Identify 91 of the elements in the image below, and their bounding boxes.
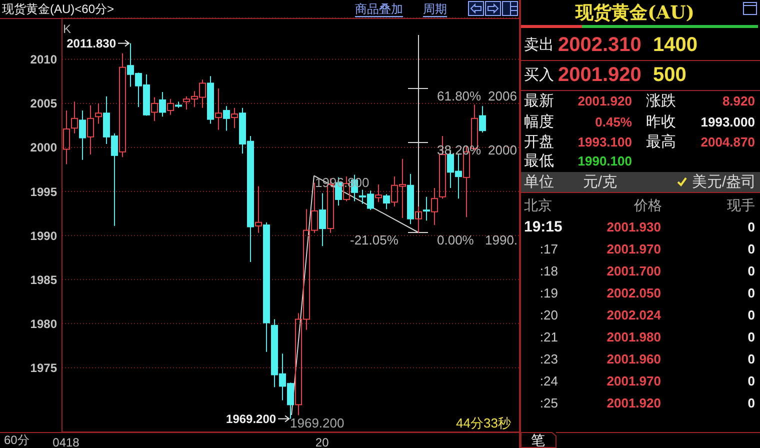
text: :19	[540, 286, 558, 300]
text: 0	[748, 242, 755, 256]
text: 美元/盎司	[692, 174, 756, 190]
y-tick-label: 1995	[30, 184, 58, 199]
text: 2001.960	[606, 352, 661, 366]
text: 1400	[653, 34, 698, 56]
y-tick-label: 1980	[30, 316, 58, 331]
text: 2001.980	[606, 330, 661, 344]
candlestick	[95, 102, 102, 124]
candlestick	[71, 101, 78, 134]
candlestick	[415, 206, 422, 234]
text: 2001.920	[558, 64, 642, 86]
annotation: 1969.200	[226, 412, 276, 426]
text: 1993.100	[578, 134, 632, 150]
text: 开盘	[524, 134, 554, 150]
text: 2001.700	[606, 264, 661, 278]
text: 500	[653, 64, 686, 86]
text: 幅度	[524, 114, 554, 130]
candlestick	[87, 104, 94, 156]
candlestick	[79, 110, 86, 160]
text: 最低	[524, 152, 554, 170]
text: 2001.970	[606, 374, 661, 388]
chart-title: 现货黄金(AU)<60分>	[2, 2, 114, 16]
annotation: 44分33秒	[456, 416, 511, 430]
text: 0	[748, 286, 755, 300]
annotation: K	[63, 22, 72, 36]
text: 1993.000	[700, 114, 755, 130]
text: 卖出	[524, 36, 554, 54]
text: :24	[540, 374, 558, 388]
candlestick	[63, 110, 70, 165]
text: 2002.310	[558, 34, 642, 56]
annotation: 0.00%	[437, 232, 474, 248]
text: 商品叠加	[355, 2, 403, 16]
text: 元/克	[582, 174, 618, 190]
y-tick-label: 1990	[30, 228, 58, 243]
text: 周期	[423, 2, 447, 16]
text: 2001.970	[606, 242, 661, 256]
text: 价格	[633, 197, 662, 213]
text: 买入	[524, 66, 554, 84]
text: 1990.100	[578, 154, 632, 168]
annotation: 1969.200	[290, 416, 344, 430]
text: 2001.920	[606, 396, 661, 410]
candlestick	[423, 196, 430, 222]
text: 8.920	[722, 94, 755, 108]
text: 0	[748, 220, 755, 234]
text: 2000	[488, 142, 517, 158]
text: :23	[540, 352, 558, 366]
text: :20	[540, 308, 558, 322]
text: 0	[748, 396, 755, 410]
text: 涨跌	[646, 92, 676, 110]
text: 0	[748, 352, 755, 366]
text: 19:15	[524, 218, 562, 236]
text: 昨收	[646, 114, 676, 130]
y-tick-label: 2000	[30, 140, 58, 155]
text: :17	[540, 242, 558, 256]
text: 0.45%	[595, 114, 632, 130]
annotation: 2011.830	[66, 36, 116, 50]
candlestick	[215, 88, 222, 130]
text: 0	[748, 308, 755, 322]
text: 0	[748, 330, 755, 344]
text: 现货黄金(AU)	[574, 2, 694, 24]
candlestick	[255, 186, 262, 234]
text: 现手	[727, 197, 755, 213]
text: 北京	[524, 197, 552, 213]
y-tick-label: 2005	[30, 96, 58, 111]
text: 60分	[4, 433, 30, 447]
y-tick-label: 2010	[30, 52, 58, 67]
annotation: 61.80%	[437, 88, 482, 104]
text: 2002.024	[606, 308, 662, 322]
text: 2006	[488, 88, 517, 104]
text: 0	[748, 374, 755, 388]
text: :21	[540, 330, 558, 344]
text: 最高	[646, 134, 676, 150]
text: 笔	[531, 432, 545, 448]
y-tick-label: 1975	[30, 360, 58, 375]
text: 2004.870	[700, 134, 755, 150]
y-tick-label: 1985	[30, 272, 58, 287]
candlestick	[319, 192, 326, 247]
x-tick-label: 0418	[52, 436, 80, 448]
candlestick	[431, 188, 438, 226]
text: 最新	[524, 92, 554, 110]
text: 2001.920	[578, 94, 632, 108]
text: 2001.930	[606, 220, 661, 234]
text: :18	[540, 264, 558, 278]
annotation: 1990.	[485, 232, 518, 248]
x-tick-label: 20	[315, 436, 330, 448]
annotation: -21.05%	[350, 232, 399, 248]
text: :25	[540, 396, 558, 410]
text: 2002.050	[606, 286, 661, 300]
text: 0	[748, 264, 755, 278]
text: 单位	[524, 174, 554, 190]
